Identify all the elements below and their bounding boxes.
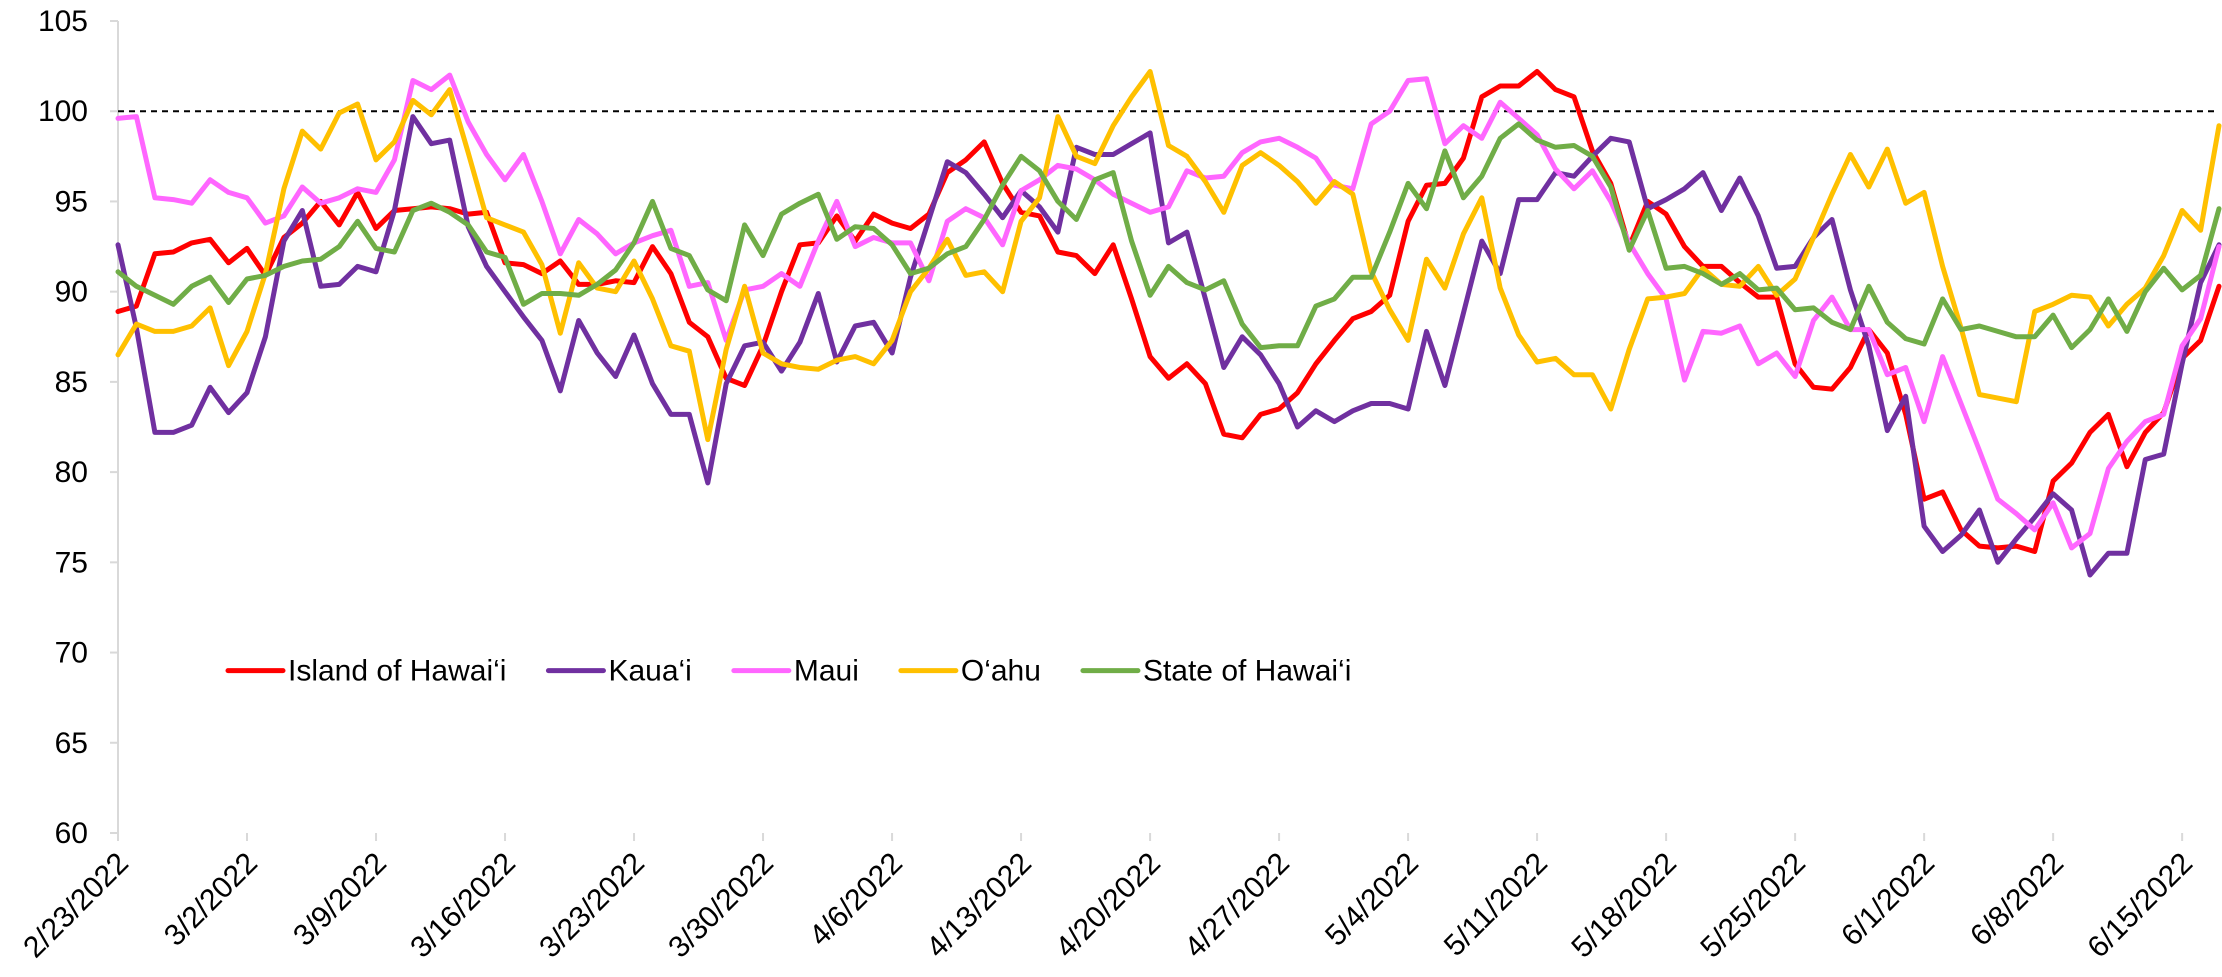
legend: Island of Hawai‘i Kaua‘i Maui O‘ahu State of…	[225, 655, 1351, 688]
y-tick-label: 90	[55, 276, 88, 309]
x-tick-label: 3/23/2022	[533, 847, 651, 965]
x-tick-label: 6/8/2022	[1964, 847, 2070, 953]
y-tick-label: 105	[38, 5, 88, 38]
x-tick-label: 5/11/2022	[1438, 847, 1554, 963]
x-tick-label: 4/13/2022	[920, 847, 1038, 965]
legend-label: O‘ahu	[961, 655, 1041, 688]
x-tick-label: 3/16/2022	[404, 847, 522, 965]
legend-label: Kaua‘i	[608, 655, 691, 688]
y-tick-label: 100	[38, 95, 88, 128]
series-line	[115, 121, 2222, 351]
x-tick-label: 6/15/2022	[2081, 847, 2199, 965]
x-tick-label: 2/23/2022	[17, 847, 135, 965]
y-tick-label: 75	[55, 546, 88, 579]
x-tick-label: 3/30/2022	[662, 847, 780, 965]
series-line	[115, 69, 2222, 443]
x-tick-label: 6/1/2022	[1835, 847, 1941, 953]
x-tick-label: 3/2/2022	[158, 847, 264, 953]
legend-label: Maui	[794, 655, 859, 688]
y-tick-label: 70	[55, 637, 88, 670]
legend-label: State of Hawai‘i	[1143, 655, 1351, 688]
legend-label: Island of Hawai‘i	[288, 655, 506, 688]
y-tick-label: 85	[55, 366, 88, 399]
y-tick-label: 60	[55, 817, 88, 850]
x-tick-label: 5/18/2022	[1565, 847, 1683, 965]
y-tick-label: 65	[55, 727, 88, 760]
x-tick-label: 4/27/2022	[1178, 847, 1296, 965]
y-tick-label: 95	[55, 185, 88, 218]
series-line	[115, 72, 2222, 551]
x-tick-label: 4/6/2022	[803, 847, 909, 953]
x-tick-label: 3/9/2022	[287, 847, 393, 953]
y-tick-label: 80	[55, 456, 88, 489]
series-line	[115, 114, 2222, 578]
x-tick-label: 5/25/2022	[1694, 847, 1812, 965]
x-tick-label: 4/20/2022	[1049, 847, 1167, 965]
x-tick-label: 5/4/2022	[1319, 847, 1425, 953]
